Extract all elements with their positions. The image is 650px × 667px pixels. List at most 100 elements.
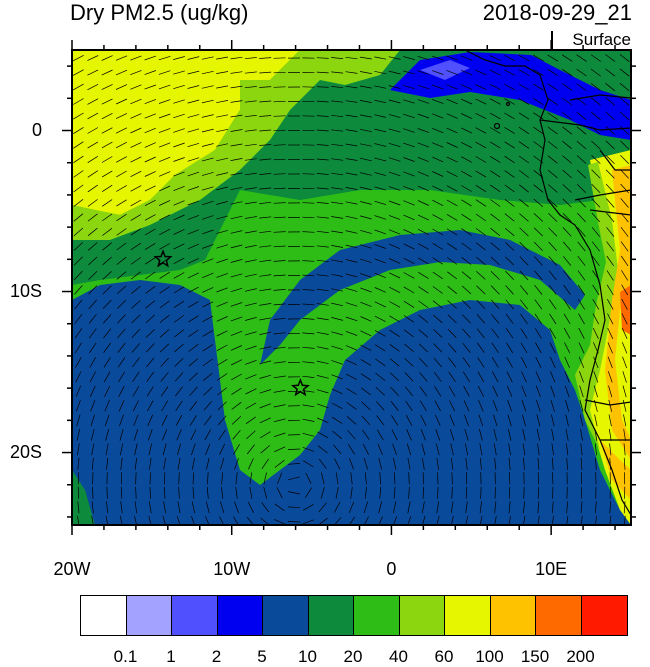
wind-barb [317,417,329,424]
wind-barb [388,114,401,118]
wind-barb [364,472,367,485]
wind-barb [417,128,430,133]
wind-barb [173,214,185,221]
wind-barb [519,184,529,193]
wind-barb [101,69,113,76]
wind-barb [563,284,571,296]
wind-barb [446,84,458,90]
wind-barb [87,156,98,163]
wind-barb [318,502,327,513]
wind-barb [135,472,137,485]
wind-barb [359,128,372,133]
wind-barb [534,328,542,339]
wind-barb [216,100,229,104]
wind-barb [422,457,425,470]
wind-barb [173,257,185,265]
wind-barb [88,270,98,280]
wind-barb [76,414,81,427]
wind-barb [359,157,372,162]
wind-barb [158,70,171,75]
wind-barb [87,213,98,222]
wind-barb [361,415,371,426]
wind-barb [489,141,501,149]
wind-barb [245,388,257,395]
wind-barb [537,443,540,456]
wind-barb [273,418,286,423]
wind-barb [88,256,98,266]
wind-barb [417,70,430,75]
wind-barb [201,143,214,147]
wind-barb [316,360,329,365]
wind-barb [348,516,356,525]
wind-barb [504,54,516,62]
wind-barb [335,472,339,485]
wind-barb [374,258,387,264]
colorbar-swatch [445,596,491,635]
wind-barb [417,84,430,90]
wind-barb [116,256,127,265]
wind-barb [404,358,414,367]
wind-barb [216,157,229,162]
wind-barb [607,313,614,325]
wind-barb [607,327,614,339]
wind-barb [478,400,484,412]
wind-barb [259,331,272,335]
wind-barb [345,143,358,147]
wind-barb [202,287,214,293]
wind-barb [576,97,587,106]
wind-barb [533,141,544,149]
wind-barb [460,55,473,61]
wind-barb [374,70,387,75]
wind-barb [360,229,372,234]
wind-barb [518,98,530,105]
coastal-orange-south [600,440,631,500]
wind-barb [216,215,228,220]
colorbar-swatch [263,596,309,635]
wind-barb [346,402,357,410]
wind-barb [244,114,257,118]
wind-barb [432,171,444,177]
wind-barb [389,329,400,337]
wind-barb [518,83,530,91]
wind-barb [135,486,137,499]
wind-barb [244,172,257,176]
wind-barb [548,227,558,237]
wind-barb [493,443,497,456]
colorbar-label: 0.1 [113,647,138,666]
wind-barb [201,200,214,206]
wind-barb [375,387,385,396]
wind-barb [230,244,243,249]
wind-barb [302,260,315,262]
wind-barb [120,501,123,514]
colorbar-swatch [490,596,536,635]
wind-barb [579,400,584,412]
wind-barb [421,443,426,456]
wind-barb [75,385,82,398]
wind-barb [130,199,142,207]
wind-barb [259,144,272,146]
wind-barb [89,371,96,383]
wind-barb [73,170,84,178]
wind-barb [259,173,272,175]
wind-barb [202,330,214,337]
wind-barb [273,303,286,306]
wind-barb [346,373,357,380]
wind-barb [131,343,141,353]
wind-barb [101,98,113,105]
wind-barb [450,443,454,456]
wind-barb [145,328,155,338]
wind-barb [216,316,228,322]
wind-barb [577,212,586,223]
wind-barb [187,128,200,133]
wind-barb [493,428,498,441]
wind-barb [476,299,486,309]
wind-barb [403,157,415,162]
wind-barb [163,486,166,499]
wind-barb [562,140,573,150]
wind-barb [144,55,157,61]
wind-barb [202,272,214,279]
wind-barb [591,227,600,237]
wind-barb [475,242,486,251]
wind-barb [163,501,166,514]
wind-barb [609,457,611,470]
